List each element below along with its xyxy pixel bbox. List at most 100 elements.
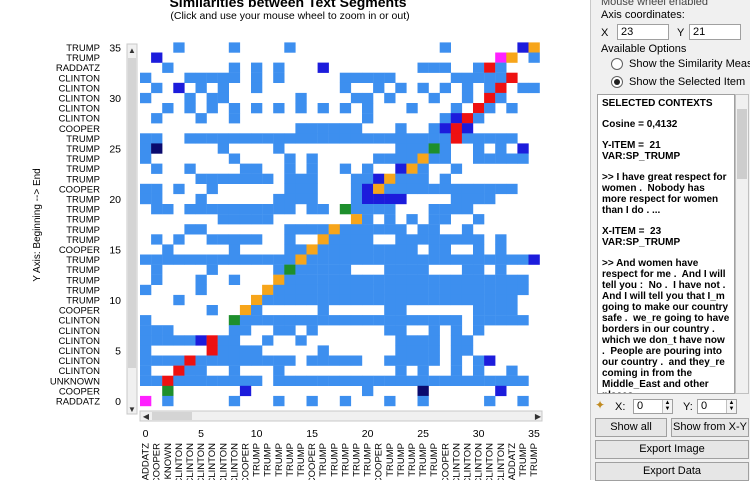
heatmap-cell[interactable] [284, 355, 296, 366]
heatmap-cell[interactable] [162, 325, 174, 336]
heatmap-cell[interactable] [151, 234, 163, 245]
heatmap-cell[interactable] [428, 214, 440, 225]
heatmap-cell[interactable] [251, 234, 263, 245]
heatmap-cell[interactable] [473, 153, 485, 164]
heatmap-cell[interactable] [306, 153, 318, 164]
heatmap-cell[interactable] [273, 254, 285, 265]
heatmap-cell[interactable] [317, 305, 329, 316]
heatmap-cell[interactable] [328, 264, 340, 275]
heatmap-cell[interactable] [473, 305, 485, 316]
heatmap-cell[interactable] [251, 82, 263, 94]
heatmap-cell[interactable] [384, 173, 396, 184]
heatmap-cell[interactable] [228, 335, 241, 346]
heatmap-cell[interactable] [217, 92, 229, 104]
heatmap-cell[interactable] [450, 355, 463, 366]
heatmap-cell[interactable] [362, 315, 374, 326]
heatmap-cell[interactable] [350, 234, 363, 245]
heatmap-cell[interactable] [484, 315, 496, 326]
heatmap-cell[interactable] [350, 355, 363, 366]
heatmap-cell[interactable] [395, 133, 407, 144]
heatmap-cell[interactable] [206, 335, 218, 346]
heatmap-cell[interactable] [417, 395, 429, 407]
heatmap-cell[interactable] [295, 264, 307, 275]
heatmap-cell[interactable] [406, 254, 418, 265]
heatmap-cell[interactable] [140, 153, 152, 164]
heatmap-cell[interactable] [284, 264, 296, 275]
radio-show-selected-item[interactable] [611, 76, 623, 88]
heatmap-cell[interactable] [151, 264, 163, 275]
heatmap-cell[interactable] [461, 375, 474, 386]
heatmap-cell[interactable] [506, 375, 518, 386]
heatmap-cell[interactable] [473, 244, 485, 255]
heatmap-cell[interactable] [339, 163, 352, 174]
heatmap-cell[interactable] [228, 234, 241, 245]
heatmap-cell[interactable] [306, 325, 318, 336]
heatmap-cell[interactable] [395, 153, 407, 164]
heatmap-cell[interactable] [484, 82, 496, 94]
heatmap-cell[interactable] [151, 204, 163, 215]
heatmap-cell[interactable] [495, 294, 507, 306]
heatmap-cell[interactable] [317, 355, 329, 366]
heatmap-cell[interactable] [251, 345, 263, 356]
heatmap-cell[interactable] [173, 375, 185, 386]
heatmap-cell[interactable] [384, 395, 396, 407]
heatmap-cell[interactable] [450, 365, 463, 376]
heatmap-cell[interactable] [350, 294, 363, 306]
heatmap-cell[interactable] [506, 365, 518, 376]
heatmap-cell[interactable] [439, 82, 451, 94]
heatmap-cell[interactable] [517, 153, 529, 164]
heatmap-cell[interactable] [328, 294, 340, 306]
heatmap-cell[interactable] [373, 254, 385, 265]
heatmap-cell[interactable] [428, 62, 440, 73]
heatmap-cell[interactable] [273, 294, 285, 306]
heatmap-cell[interactable] [417, 224, 429, 235]
heatmap-cell[interactable] [251, 103, 263, 114]
heatmap-cell[interactable] [362, 224, 374, 235]
heatmap-cell[interactable] [506, 305, 518, 316]
heatmap-cell[interactable] [406, 315, 418, 326]
heatmap-cell[interactable] [350, 254, 363, 265]
heatmap-cell[interactable] [495, 92, 507, 104]
heatmap-cell[interactable] [284, 163, 296, 174]
heatmap-cell[interactable] [384, 244, 396, 255]
heatmap-cell[interactable] [306, 274, 318, 285]
heatmap-cell[interactable] [162, 335, 174, 346]
heatmap-cell[interactable] [228, 365, 241, 376]
heatmap-cell[interactable] [239, 355, 252, 366]
heatmap-cell[interactable] [362, 163, 374, 174]
heatmap-cell[interactable] [151, 183, 163, 195]
heatmap-cell[interactable] [417, 264, 429, 275]
heatmap-cell[interactable] [228, 72, 241, 83]
contexts-scrollbar[interactable] [735, 94, 749, 394]
heatmap-cell[interactable] [384, 193, 396, 205]
heatmap-cell[interactable] [251, 62, 263, 73]
heatmap-cell[interactable] [395, 82, 407, 94]
heatmap-cell[interactable] [195, 375, 207, 386]
heatmap-cell[interactable] [395, 173, 407, 184]
heatmap-cell[interactable] [473, 375, 485, 386]
heatmap-cell[interactable] [484, 305, 496, 316]
heatmap-cell[interactable] [273, 143, 285, 154]
heatmap-cell[interactable] [395, 315, 407, 326]
heatmap-cell[interactable] [439, 143, 451, 154]
y-coordinate-field[interactable]: 21 [689, 24, 741, 40]
heatmap-cell[interactable] [395, 224, 407, 235]
heatmap-cell[interactable] [395, 325, 407, 336]
heatmap-cell[interactable] [439, 133, 451, 144]
heatmap-cell[interactable] [428, 325, 440, 336]
heatmap-cell[interactable] [195, 254, 207, 265]
heatmap-cell[interactable] [262, 284, 274, 296]
heatmap-cell[interactable] [273, 193, 285, 205]
heatmap-svg[interactable]: Similarities between Text Segments(Click… [0, 0, 590, 480]
heatmap-cell[interactable] [295, 274, 307, 285]
heatmap-cell[interactable] [162, 62, 174, 73]
heatmap-cell[interactable] [495, 375, 507, 386]
heatmap-cell[interactable] [239, 163, 252, 174]
heatmap-cell[interactable] [273, 365, 285, 376]
heatmap-cell[interactable] [406, 284, 418, 296]
heatmap-cell[interactable] [395, 183, 407, 195]
heatmap-cell[interactable] [373, 173, 385, 184]
heatmap-cell[interactable] [151, 163, 163, 174]
heatmap-cell[interactable] [484, 72, 496, 83]
heatmap-cell[interactable] [428, 244, 440, 255]
